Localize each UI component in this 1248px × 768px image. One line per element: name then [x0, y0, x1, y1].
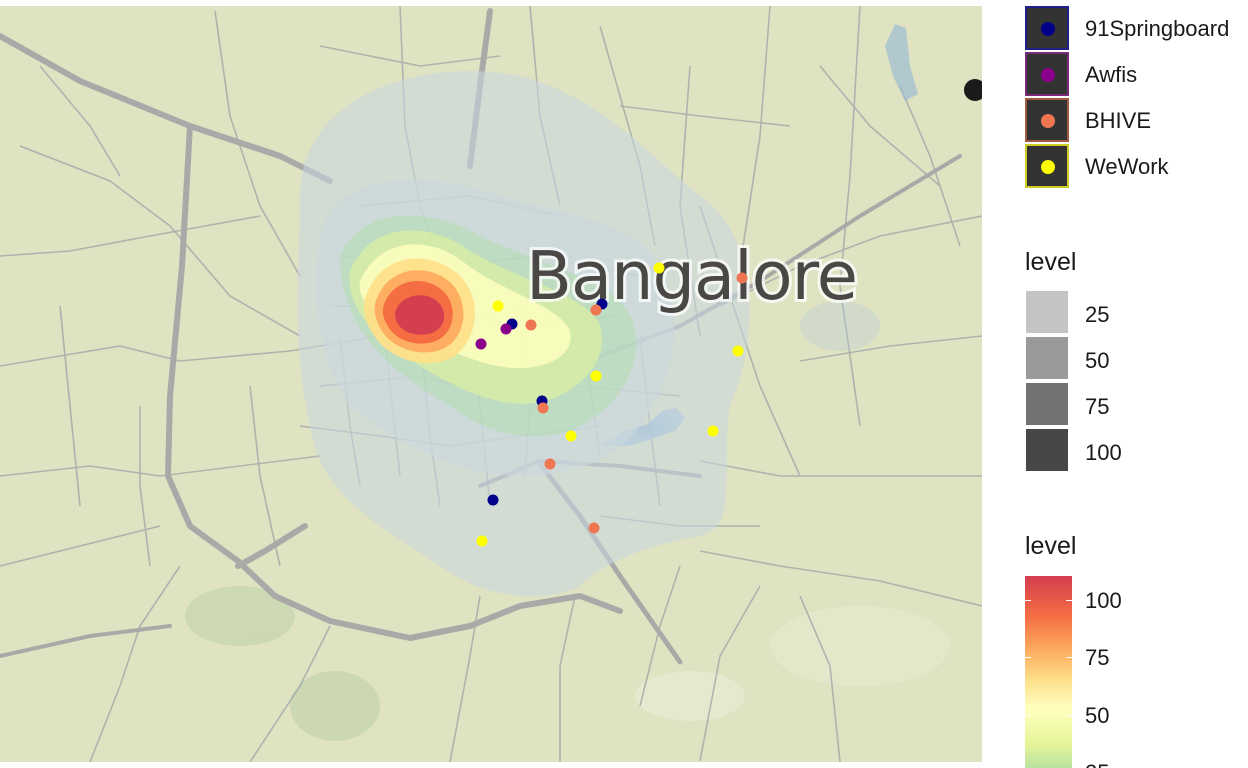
alpha-swatch-50[interactable] [1025, 336, 1069, 380]
colorbar-tick-left-100 [1025, 600, 1031, 601]
point-bhive-4[interactable] [544, 458, 556, 470]
legend-key-91springboard[interactable] [1025, 6, 1069, 50]
legend-dot-bhive [1041, 114, 1055, 128]
series-legend: 91Springboard Awfis BHIVE WeWork [1025, 6, 1248, 188]
legend-label-awfis: Awfis [1085, 62, 1138, 87]
point-wework-5[interactable] [565, 430, 577, 442]
colorbar-label-25: 25 [1085, 760, 1109, 768]
city-label: Bangalore [526, 237, 857, 315]
point-bhive-5[interactable] [588, 522, 600, 534]
legend-label-bhive: BHIVE [1085, 108, 1152, 133]
point-bhive-1[interactable] [590, 304, 602, 316]
density-contours [297, 71, 750, 597]
alpha-label-75: 75 [1085, 394, 1110, 419]
legend-label-91springboard: 91Springboard [1085, 16, 1230, 41]
colorbar-tick-left-75 [1025, 657, 1031, 658]
colorbar-tick-left-50 [1025, 715, 1031, 716]
point-wework-0[interactable] [653, 262, 665, 274]
alpha-legend-title: level [1025, 248, 1077, 276]
legend-label-wework: WeWork [1085, 154, 1169, 179]
point-bhive-2[interactable] [525, 319, 537, 331]
legend-dot-91springboard [1041, 22, 1055, 36]
point-91springboard-3[interactable] [487, 494, 499, 506]
colorbar-label-100: 100 [1085, 588, 1122, 613]
colorbar-tick-right-75 [1066, 657, 1072, 658]
point-layer [475, 262, 748, 547]
point-bhive-0[interactable] [736, 272, 748, 284]
terrain-shading [185, 586, 950, 741]
point-wework-3[interactable] [590, 370, 602, 382]
alpha-swatch-100[interactable] [1025, 428, 1069, 472]
alpha-label-25: 25 [1085, 302, 1110, 327]
point-wework-6[interactable] [476, 535, 488, 547]
legend-dot-wework [1041, 160, 1055, 174]
point-wework-2[interactable] [732, 345, 744, 357]
fill-level-legend: level 100 75 50 25 [1025, 532, 1248, 768]
point-awfis-1[interactable] [475, 338, 487, 350]
colorbar-tick-right-50 [1066, 715, 1072, 716]
alpha-swatch-25[interactable] [1025, 290, 1069, 334]
colorbar-label-75: 75 [1085, 645, 1110, 670]
point-bhive-3[interactable] [537, 402, 549, 414]
fill-legend-title: level [1025, 532, 1077, 560]
legend-key-wework[interactable] [1025, 144, 1069, 188]
alpha-level-legend: level 25 50 75 100 [1025, 248, 1248, 478]
point-wework-1[interactable] [492, 300, 504, 312]
legend-dot-awfis [1041, 68, 1055, 82]
legend-key-bhive[interactable] [1025, 98, 1069, 142]
map-panel[interactable]: Bangalore [0, 6, 982, 762]
point-awfis-0[interactable] [500, 323, 512, 335]
colorbar-area: 100 75 50 25 [1025, 576, 1248, 768]
colorbar [1025, 576, 1072, 768]
colorbar-tick-right-100 [1066, 600, 1072, 601]
density-band-8 [395, 295, 445, 335]
colorbar-label-50: 50 [1085, 703, 1110, 728]
map-marker-edge [964, 79, 982, 101]
point-wework-4[interactable] [707, 425, 719, 437]
map-canvas: Bangalore [0, 6, 982, 762]
alpha-swatch-75[interactable] [1025, 382, 1069, 426]
alpha-label-100: 100 [1085, 440, 1122, 465]
legend-key-awfis[interactable] [1025, 52, 1069, 96]
alpha-label-50: 50 [1085, 348, 1110, 373]
